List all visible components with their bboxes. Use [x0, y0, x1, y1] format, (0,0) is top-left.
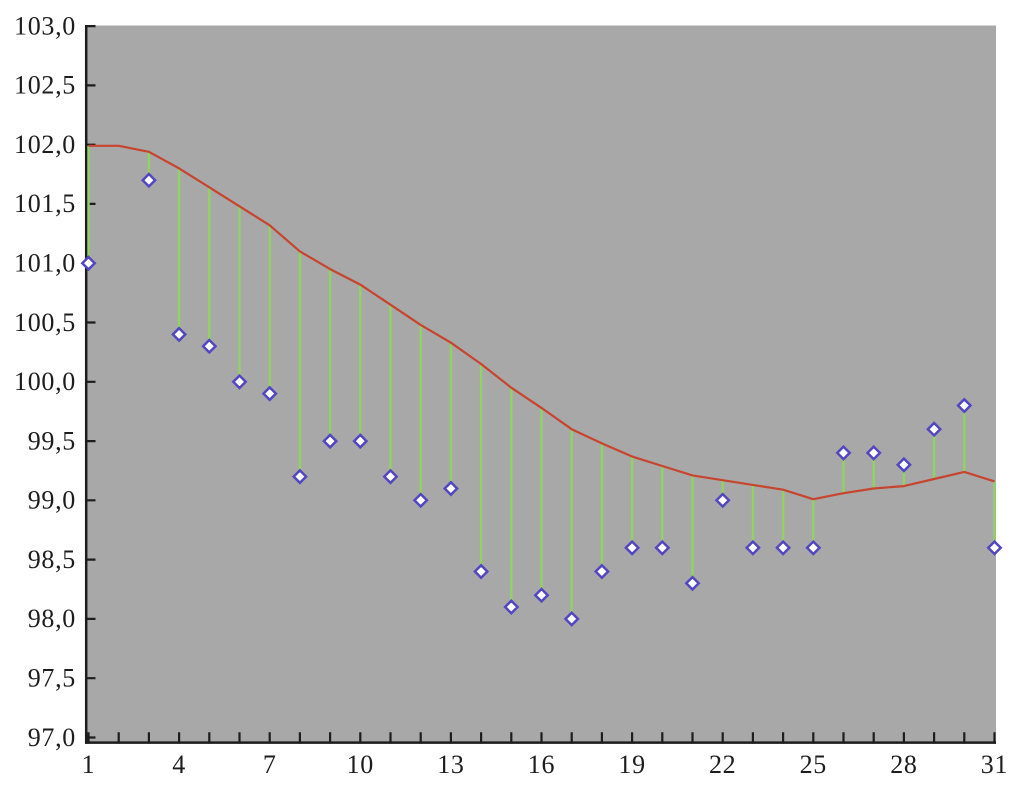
- svg-text:4: 4: [172, 750, 186, 779]
- svg-text:1: 1: [82, 750, 96, 779]
- svg-text:25: 25: [800, 750, 827, 779]
- svg-text:7: 7: [263, 750, 277, 779]
- svg-text:28: 28: [890, 750, 917, 779]
- svg-text:102,0: 102,0: [14, 130, 76, 159]
- svg-text:97,5: 97,5: [28, 664, 76, 693]
- svg-text:99,5: 99,5: [28, 426, 76, 455]
- svg-text:98,5: 98,5: [28, 545, 76, 574]
- svg-text:103,0: 103,0: [14, 11, 76, 40]
- svg-text:97,0: 97,0: [28, 723, 76, 752]
- svg-text:13: 13: [437, 750, 464, 779]
- svg-text:102,5: 102,5: [14, 71, 76, 100]
- svg-text:22: 22: [709, 750, 736, 779]
- svg-text:10: 10: [347, 750, 374, 779]
- svg-text:99,0: 99,0: [28, 486, 76, 515]
- svg-text:19: 19: [618, 750, 645, 779]
- svg-text:16: 16: [528, 750, 555, 779]
- svg-text:31: 31: [981, 750, 1008, 779]
- svg-text:101,5: 101,5: [14, 189, 76, 218]
- svg-text:98,0: 98,0: [28, 604, 76, 633]
- svg-text:100,0: 100,0: [14, 367, 76, 396]
- svg-text:101,0: 101,0: [14, 249, 76, 278]
- svg-text:100,5: 100,5: [14, 308, 76, 337]
